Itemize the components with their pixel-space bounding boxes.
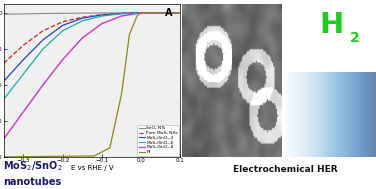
Legend: SnO₂ NTs, Pure MoS₂ NSs, MoS₂/SnO₂-2, MoS₂/SnO₂-6, MoS₂/SnO₂-8, Pt: SnO₂ NTs, Pure MoS₂ NSs, MoS₂/SnO₂-2, Mo… (137, 125, 179, 156)
Text: nanotubes: nanotubes (3, 177, 61, 187)
Text: MoS$_2$/SnO$_2$: MoS$_2$/SnO$_2$ (3, 160, 63, 173)
Text: H: H (319, 11, 343, 40)
Text: 2: 2 (350, 31, 360, 45)
X-axis label: E vs RHE / V: E vs RHE / V (71, 165, 114, 171)
Text: Electrochemical HER: Electrochemical HER (233, 165, 338, 174)
Text: A: A (165, 8, 172, 18)
